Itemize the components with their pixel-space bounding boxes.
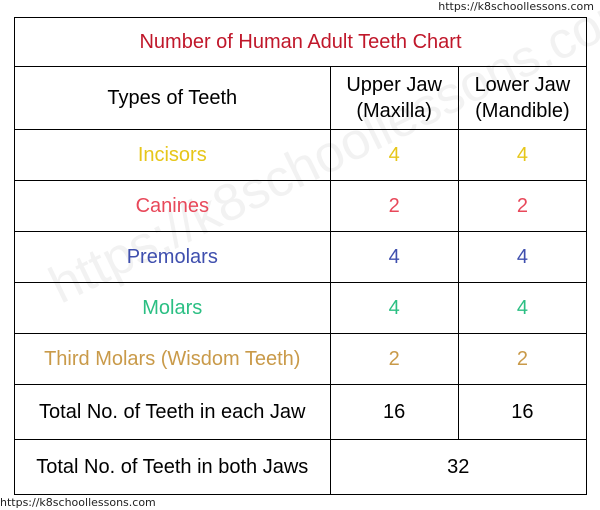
source-url-bottom: https://k8schoollessons.com (0, 496, 156, 509)
header-upper-jaw-line1: Upper Jaw (346, 74, 442, 96)
upper-count-third-molars: 2 (329, 333, 459, 385)
table-row-third-molars: Third Molars (Wisdom Teeth) 2 2 (14, 333, 588, 385)
header-upper-jaw-line2: (Maxilla) (356, 100, 432, 122)
teeth-chart-table: Number of Human Adult Teeth Chart Types … (14, 17, 588, 495)
table-row-incisors: Incisors 4 4 (14, 129, 588, 181)
lower-count-molars: 4 (457, 282, 588, 334)
lower-count-third-molars: 2 (457, 333, 588, 385)
header-row: Types of Teeth Upper Jaw (Maxilla) Lower… (14, 66, 588, 130)
table-row-canines: Canines 2 2 (14, 180, 588, 232)
total-upper-count: 16 (329, 384, 459, 440)
tooth-type-third-molars: Third Molars (Wisdom Teeth) (14, 333, 331, 385)
upper-count-molars: 4 (329, 282, 459, 334)
lower-count-incisors: 4 (457, 129, 588, 181)
header-lower-jaw-line1: Lower Jaw (474, 74, 571, 96)
chart-title: Number of Human Adult Teeth Chart (14, 17, 587, 67)
title-row: Number of Human Adult Teeth Chart (14, 17, 587, 67)
lower-count-premolars: 4 (457, 231, 588, 283)
header-lower-jaw-line2: (Mandible) (475, 100, 570, 122)
total-each-jaw-label: Total No. of Teeth in each Jaw (14, 384, 331, 440)
upper-count-canines: 2 (329, 180, 459, 232)
table-row-total-each-jaw: Total No. of Teeth in each Jaw 16 16 (14, 384, 588, 440)
lower-count-canines: 2 (457, 180, 588, 232)
table-row-premolars: Premolars 4 4 (14, 231, 588, 283)
table-row-total-both-jaws: Total No. of Teeth in both Jaws 32 (14, 439, 588, 495)
tooth-type-premolars: Premolars (14, 231, 331, 283)
table-row-molars: Molars 4 4 (14, 282, 588, 334)
source-url-top: https://k8schoollessons.com (438, 0, 594, 13)
upper-count-premolars: 4 (329, 231, 459, 283)
total-both-jaws-value: 32 (329, 439, 588, 495)
tooth-type-canines: Canines (14, 180, 331, 232)
tooth-type-molars: Molars (14, 282, 331, 334)
header-types-of-teeth: Types of Teeth (14, 66, 331, 130)
total-both-jaws-label: Total No. of Teeth in both Jaws (14, 439, 331, 495)
upper-count-incisors: 4 (329, 129, 459, 181)
tooth-type-incisors: Incisors (14, 129, 331, 181)
total-lower-count: 16 (457, 384, 588, 440)
header-lower-jaw: Lower Jaw (Mandible) (457, 66, 588, 130)
header-upper-jaw: Upper Jaw (Maxilla) (329, 66, 459, 130)
